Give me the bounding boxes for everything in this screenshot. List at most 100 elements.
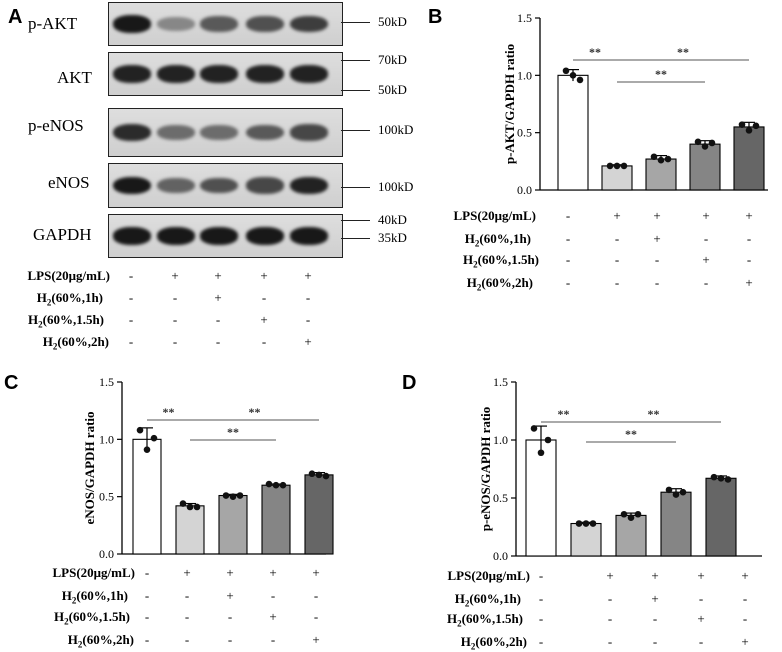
condition-sign: - bbox=[654, 275, 660, 290]
blot-band bbox=[246, 124, 284, 141]
data-point bbox=[530, 425, 538, 432]
condition-sign: + bbox=[214, 268, 222, 283]
condition-sign: + bbox=[702, 252, 710, 267]
molecular-weight-marker: 100kD bbox=[378, 122, 414, 137]
data-point bbox=[272, 481, 280, 489]
data-point bbox=[664, 155, 672, 163]
y-tick-label: 1.5 bbox=[493, 375, 508, 389]
blot-strip bbox=[108, 108, 343, 157]
condition-sign: - bbox=[652, 634, 658, 649]
y-tick-label: 1.0 bbox=[517, 68, 532, 82]
blot-band bbox=[290, 65, 328, 83]
panel-c-letter: C bbox=[4, 372, 19, 394]
condition-sign: + bbox=[651, 568, 659, 583]
condition-label: H2(60%,1h) bbox=[454, 591, 521, 609]
condition-sign: - bbox=[746, 231, 752, 246]
blot-strip bbox=[108, 52, 343, 96]
blot-band bbox=[113, 15, 151, 33]
bar bbox=[601, 165, 633, 191]
marker-line bbox=[341, 220, 370, 221]
blot-band bbox=[200, 177, 238, 194]
condition-sign: - bbox=[614, 252, 620, 267]
condition-sign: - bbox=[654, 252, 660, 267]
data-point bbox=[236, 492, 244, 499]
condition-sign: + bbox=[260, 312, 268, 327]
blot-band bbox=[113, 176, 151, 195]
data-point bbox=[694, 138, 702, 146]
data-point bbox=[193, 503, 201, 511]
bar bbox=[615, 514, 647, 557]
data-point bbox=[650, 153, 658, 161]
condition-sign: - bbox=[128, 290, 134, 305]
marker-line bbox=[341, 187, 370, 188]
marker-line bbox=[341, 90, 370, 91]
blot-band bbox=[157, 125, 195, 140]
condition-sign: - bbox=[565, 275, 571, 290]
marker-line bbox=[341, 60, 370, 61]
data-point bbox=[708, 139, 716, 147]
condition-sign: - bbox=[607, 611, 613, 626]
condition-label: LPS(20μg/mL) bbox=[453, 208, 536, 223]
y-tick-label: 0.0 bbox=[517, 183, 532, 197]
data-point bbox=[186, 503, 194, 511]
condition-sign: - bbox=[184, 588, 190, 603]
blot-band bbox=[290, 15, 328, 33]
significance-label: ** bbox=[558, 407, 570, 421]
condition-sign: + bbox=[269, 565, 277, 580]
blot-strip bbox=[108, 214, 343, 258]
panel-d-letter: D bbox=[402, 372, 417, 394]
data-point bbox=[627, 514, 635, 522]
condition-sign: - bbox=[538, 634, 544, 649]
data-point bbox=[679, 488, 687, 496]
bar bbox=[660, 491, 692, 557]
data-point bbox=[143, 446, 151, 453]
condition-label: LPS(20μg/mL) bbox=[52, 565, 135, 580]
condition-sign: - bbox=[128, 268, 134, 283]
y-axis-label: p-AKT/GAPDH ratio bbox=[502, 44, 517, 164]
bar bbox=[557, 74, 589, 191]
condition-sign: + bbox=[702, 208, 710, 223]
condition-sign: - bbox=[614, 275, 620, 290]
condition-label: LPS(20μg/mL) bbox=[447, 568, 530, 583]
condition-sign: - bbox=[184, 609, 190, 624]
y-tick-label: 1.5 bbox=[99, 375, 114, 389]
data-point bbox=[672, 491, 680, 498]
blot-band bbox=[246, 16, 284, 32]
condition-label: H2(60%,2h) bbox=[466, 275, 533, 293]
y-axis-label: p-eNOS/GAPDH ratio bbox=[478, 407, 493, 532]
condition-sign: + bbox=[304, 268, 312, 283]
blot-row-label: p-eNOS bbox=[28, 116, 84, 135]
bar bbox=[689, 143, 721, 191]
data-point bbox=[544, 436, 552, 444]
bar bbox=[261, 484, 291, 555]
molecular-weight-marker: 35kD bbox=[378, 230, 407, 245]
data-point bbox=[620, 162, 628, 170]
condition-sign: - bbox=[305, 312, 311, 327]
condition-label: H2(60%,1h) bbox=[61, 588, 128, 606]
condition-label: H2(60%,2h) bbox=[67, 632, 134, 650]
data-point bbox=[136, 426, 144, 434]
condition-sign: + bbox=[226, 565, 234, 580]
data-point bbox=[569, 72, 577, 79]
blot-strip bbox=[108, 2, 343, 46]
data-point bbox=[589, 520, 597, 527]
condition-sign: - bbox=[184, 632, 190, 647]
data-point bbox=[657, 156, 665, 164]
blot-band bbox=[290, 176, 328, 195]
condition-sign: + bbox=[269, 609, 277, 624]
condition-sign: - bbox=[172, 312, 178, 327]
blot-band bbox=[290, 124, 328, 141]
condition-sign: - bbox=[172, 290, 178, 305]
y-axis-label: eNOS/GAPDH ratio bbox=[82, 411, 97, 524]
condition-sign: - bbox=[261, 290, 267, 305]
blot-band bbox=[290, 227, 328, 245]
condition-sign: - bbox=[742, 611, 748, 626]
condition-sign: + bbox=[613, 208, 621, 223]
condition-sign: - bbox=[652, 611, 658, 626]
bar bbox=[570, 522, 602, 557]
condition-sign: - bbox=[698, 591, 704, 606]
marker-line bbox=[341, 22, 370, 23]
blot-strip bbox=[108, 163, 343, 208]
y-tick-label: 1.0 bbox=[99, 432, 114, 446]
blot-band bbox=[113, 65, 151, 83]
